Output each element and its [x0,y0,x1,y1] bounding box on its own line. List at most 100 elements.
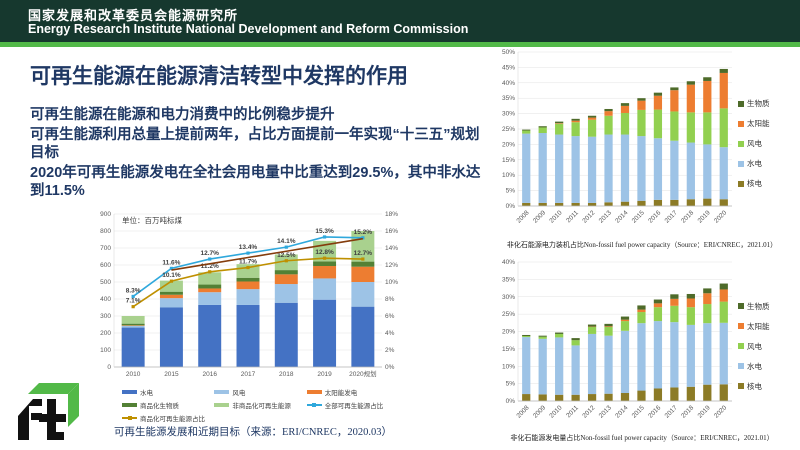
svg-text:2%: 2% [385,347,395,354]
legend-item: 核电 [738,178,770,189]
svg-text:7.1%: 7.1% [126,298,141,305]
svg-text:2017: 2017 [241,371,256,378]
generation-chart-caption: 非化石能源发电量占比Non-fossil fuel power capacity… [510,434,774,442]
svg-text:25%: 25% [502,311,515,318]
svg-text:0%: 0% [506,203,516,210]
main-chart-legend: 水电 风电 太阳能发电 商品化生物质 非商品化可再生能源 全部可再生能源占比 商品化可再生能… [122,387,402,426]
svg-text:2014: 2014 [614,404,629,419]
legend-item: 生物质 [738,301,770,312]
header-band: 国家发展和改革委员会能源研究所 Energy Research Institut… [0,0,800,42]
svg-text:2015: 2015 [631,404,646,419]
svg-text:800: 800 [100,228,111,235]
header-cn-title: 国家发展和改革委员会能源研究所 [28,8,239,23]
legend-label: 生物质 [747,99,770,108]
capacity-share-chart: 0% 5% 10% 15% 20% 25% 30% 35% 40% 45% 50% 2008 2009 2… [492,46,800,241]
svg-text:2019: 2019 [697,209,712,224]
svg-text:14%: 14% [385,245,398,252]
svg-text:10%: 10% [502,172,515,179]
svg-text:2010: 2010 [548,404,563,419]
body-text: 可再生能源在能源和电力消费中的比例稳步提升 可再生能源利用总量上提前两年，占比方… [30,106,492,202]
svg-text:12.7%: 12.7% [200,250,219,257]
svg-text:100: 100 [100,347,111,354]
svg-text:200: 200 [100,330,111,337]
svg-text:2018: 2018 [279,371,294,378]
eri-logo [18,383,79,440]
generation-share-plot: 0% 5% 10% 15% 20% 25% 30% 35% 40% 2008 2009 2010 201… [492,256,736,436]
legend-label: 商品化可再生能源占比 [140,416,205,423]
body-paragraph: 可再生能源在能源和电力消费中的比例稳步提升 [30,107,335,123]
svg-text:11.6%: 11.6% [162,259,180,266]
svg-text:20%: 20% [502,329,515,336]
legend-item: 水电 [738,158,770,169]
svg-text:15%: 15% [502,346,515,353]
svg-text:50%: 50% [502,49,515,56]
legend-swatch [738,303,744,309]
svg-text:30%: 30% [502,294,515,301]
svg-text:11.2%: 11.2% [201,263,219,270]
body-paragraph: 可再生能源利用总量上提前两年，占比方面提前一年实现“十三五”规划目标 [30,126,480,162]
svg-text:2012: 2012 [581,404,596,419]
legend-swatch [738,120,744,127]
legend-swatch [122,415,137,420]
header-stripe [0,42,800,47]
svg-text:2009: 2009 [532,404,547,419]
legend-item: 商品化可再生能源占比 [122,413,214,423]
legend-swatch [214,403,230,407]
svg-text:12.5%: 12.5% [277,252,296,259]
header-en-title: Energy Research Institute National Devel… [28,22,469,36]
svg-text:2018: 2018 [680,404,695,419]
svg-text:2012: 2012 [581,209,596,224]
legend-swatch [214,390,230,394]
svg-text:2020: 2020 [713,404,728,419]
svg-text:10%: 10% [502,363,515,370]
svg-text:45%: 45% [502,64,515,71]
svg-text:35%: 35% [502,276,515,283]
legend-label: 生物质 [747,301,770,311]
generation-chart-legend: 生物质 太阳能 风电 水电 核电 [738,301,770,392]
legend-label: 风电 [747,341,762,351]
legend-item: 全部可再生能源占比 [306,400,399,410]
legend-label: 商品化生物质 [140,403,179,410]
page-title: 可再生能源在能源清洁转型中发挥的作用 [30,65,408,88]
svg-text:10%: 10% [385,279,398,286]
legend-swatch [738,180,744,187]
svg-text:25%: 25% [502,126,515,133]
svg-text:2013: 2013 [598,209,613,224]
svg-text:2014: 2014 [614,209,629,224]
svg-text:2018: 2018 [680,209,695,224]
svg-text:8.3%: 8.3% [126,287,141,294]
legend-item: 风电 [738,341,770,352]
svg-text:2009: 2009 [532,209,547,224]
svg-text:2020规划: 2020规划 [349,369,376,378]
body-paragraph: 2020年可再生能源发电在全社会用电量中比重达到29.5%，其中非水达到11.5… [30,164,481,200]
legend-label: 水电 [747,159,762,168]
svg-text:2015: 2015 [164,371,179,378]
generation-share-chart: 0% 5% 10% 15% 20% 25% 30% 35% 40% 2008 2009 2010 201… [492,256,800,436]
svg-text:单位：百万吨标煤: 单位：百万吨标煤 [122,215,182,225]
legend-label: 全部可再生能源占比 [324,403,384,410]
svg-text:10.1%: 10.1% [162,272,181,279]
legend-label: 太阳能发电 [324,390,358,397]
legend-label: 水电 [747,361,762,371]
legend-swatch [738,100,744,107]
svg-text:20%: 20% [502,141,515,148]
legend-item: 风电 [738,138,770,149]
legend-label: 太阳能 [747,119,770,128]
legend-item: 非商品化可再生能源 [214,400,306,410]
svg-text:11.7%: 11.7% [239,259,257,266]
svg-text:0%: 0% [506,398,516,405]
svg-text:2015: 2015 [631,209,646,224]
legend-swatch [738,160,744,167]
svg-text:18%: 18% [385,211,398,218]
svg-text:15%: 15% [502,157,515,164]
legend-swatch [306,390,322,394]
legend-label: 太阳能 [747,321,770,331]
svg-text:0: 0 [107,364,111,371]
svg-text:30%: 30% [502,111,515,118]
svg-text:5%: 5% [506,381,516,388]
capacity-chart-caption: 非化石能源电力装机占比Non-fossil fuel power capacit… [506,241,778,249]
legend-label: 风电 [747,139,762,148]
legend-label: 非商品化可再生能源 [232,403,291,410]
svg-text:6%: 6% [385,313,395,320]
